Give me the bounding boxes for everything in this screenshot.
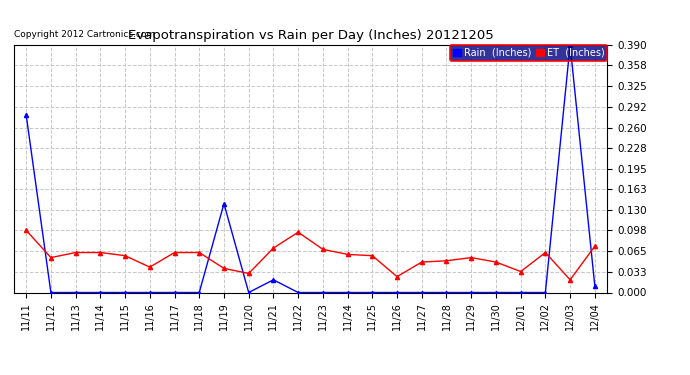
Legend: Rain  (Inches), ET  (Inches): Rain (Inches), ET (Inches) — [450, 45, 607, 61]
Text: Copyright 2012 Cartronics.com: Copyright 2012 Cartronics.com — [14, 30, 155, 39]
Title: Evapotranspiration vs Rain per Day (Inches) 20121205: Evapotranspiration vs Rain per Day (Inch… — [128, 30, 493, 42]
